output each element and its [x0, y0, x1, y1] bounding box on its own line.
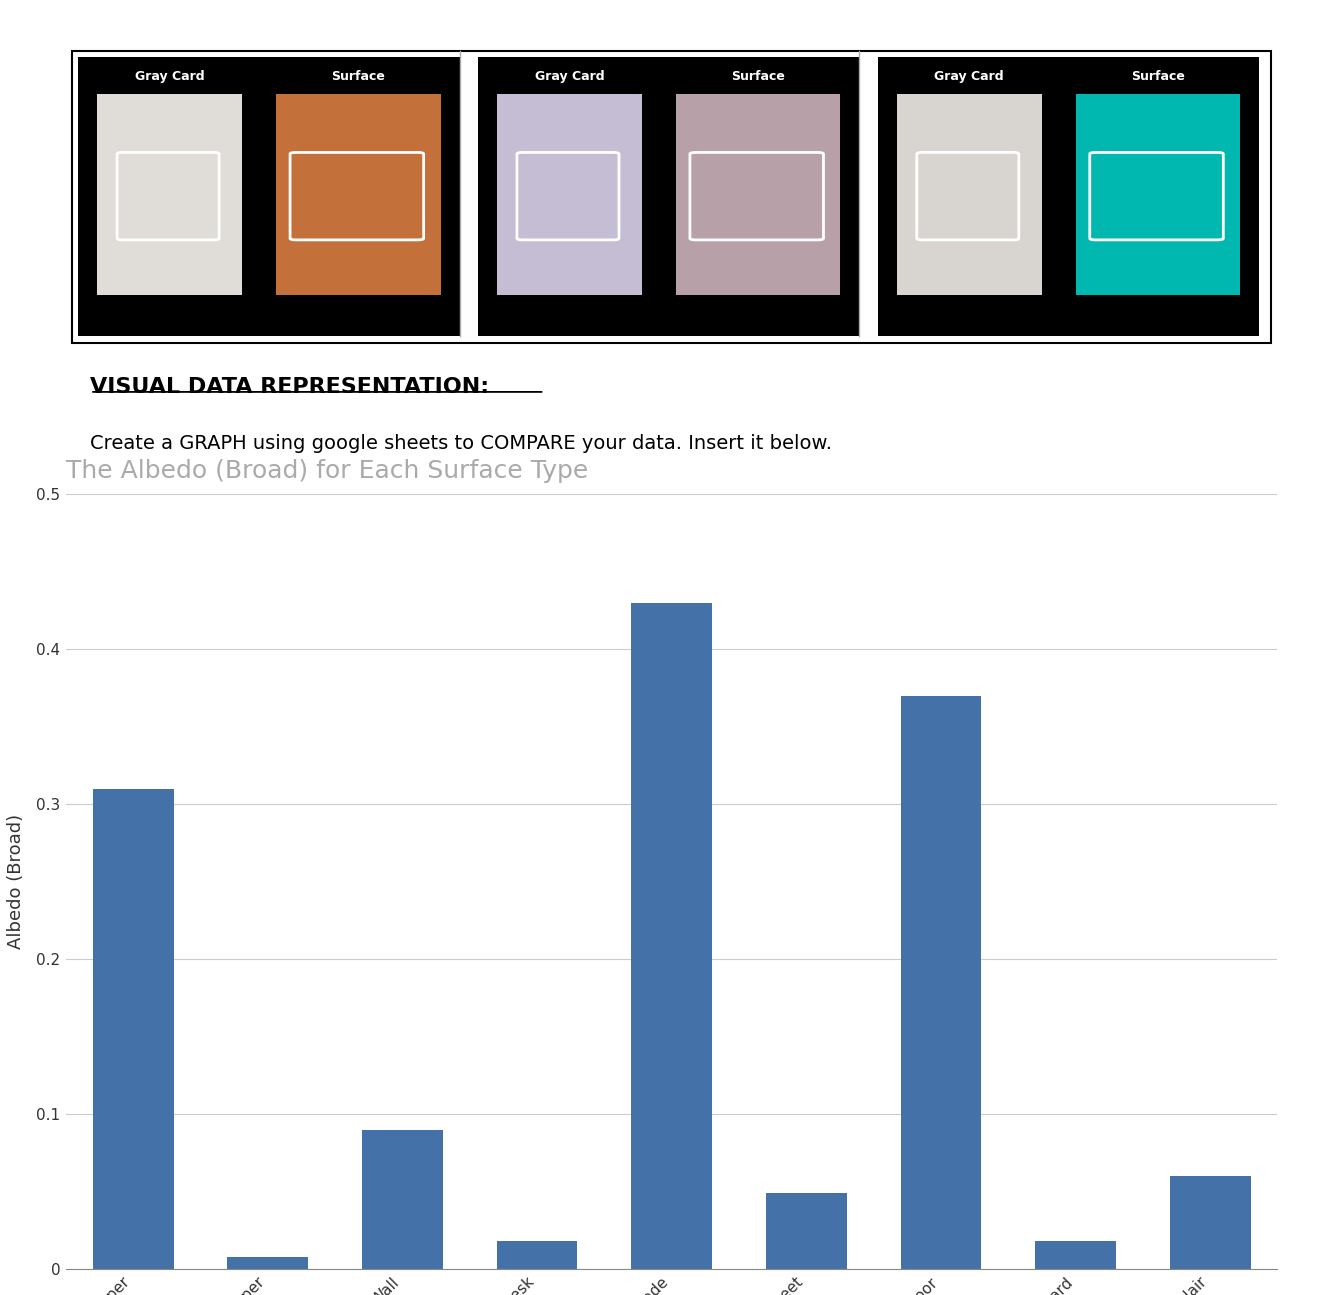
FancyBboxPatch shape	[917, 153, 1019, 240]
FancyBboxPatch shape	[277, 93, 441, 294]
Bar	[877, 57, 1259, 337]
FancyBboxPatch shape	[72, 52, 1271, 343]
Y-axis label: Albedo (Broad): Albedo (Broad)	[7, 815, 25, 949]
Text: Surface: Surface	[332, 70, 386, 83]
Bar	[228, 1256, 308, 1269]
FancyBboxPatch shape	[518, 153, 619, 240]
FancyBboxPatch shape	[97, 93, 242, 294]
FancyBboxPatch shape	[690, 153, 823, 240]
Text: Gray Card: Gray Card	[535, 70, 605, 83]
FancyBboxPatch shape	[117, 153, 219, 240]
Bar	[92, 789, 174, 1269]
Text: Surface: Surface	[1131, 70, 1185, 83]
Bar	[631, 602, 712, 1269]
FancyBboxPatch shape	[497, 93, 641, 294]
Bar	[766, 1193, 847, 1269]
Text: Gray Card: Gray Card	[935, 70, 1004, 83]
FancyBboxPatch shape	[1076, 93, 1241, 294]
Text: VISUAL DATA REPRESENTATION:: VISUAL DATA REPRESENTATION:	[90, 377, 489, 398]
FancyBboxPatch shape	[290, 153, 424, 240]
FancyBboxPatch shape	[676, 93, 840, 294]
Text: Gray Card: Gray Card	[134, 70, 204, 83]
Bar	[1035, 1241, 1115, 1269]
Text: Create a GRAPH using google sheets to COMPARE your data. Insert it below.: Create a GRAPH using google sheets to CO…	[90, 434, 832, 453]
Bar	[497, 1241, 577, 1269]
FancyBboxPatch shape	[897, 93, 1042, 294]
Bar	[901, 695, 981, 1269]
Bar	[362, 1129, 443, 1269]
Bar	[478, 57, 860, 337]
Text: Surface: Surface	[731, 70, 785, 83]
Bar	[1169, 1176, 1251, 1269]
Text: The Albedo (Broad) for Each Surface Type: The Albedo (Broad) for Each Surface Type	[66, 458, 589, 483]
Bar	[78, 57, 460, 337]
FancyBboxPatch shape	[1089, 153, 1223, 240]
